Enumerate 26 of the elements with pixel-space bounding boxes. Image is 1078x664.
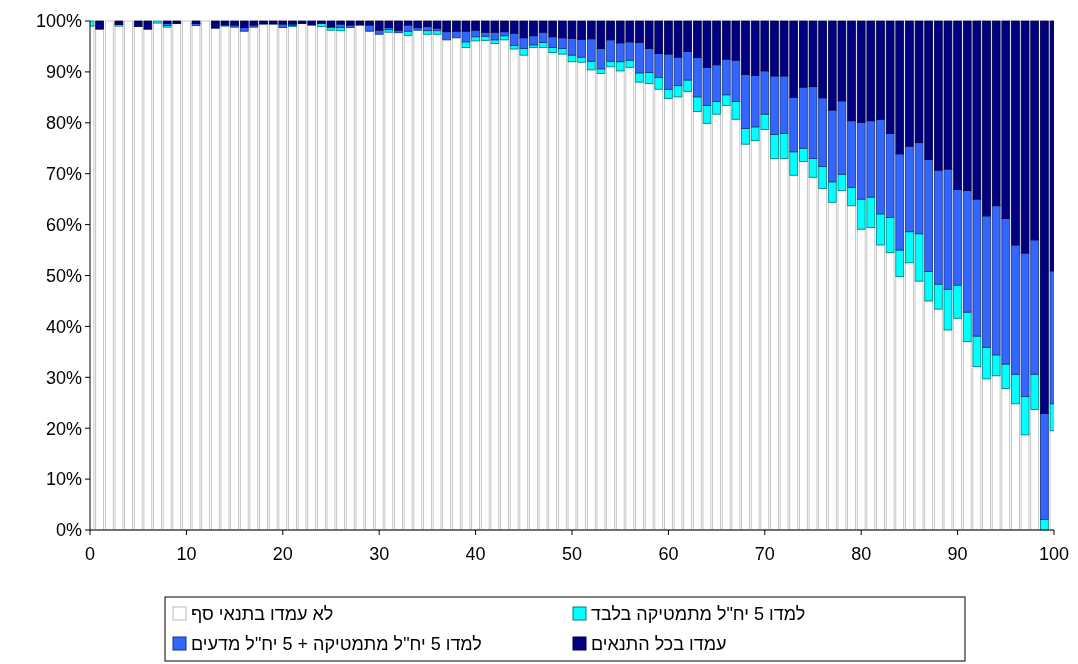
x-tick-label: 10: [176, 544, 197, 564]
x-tick-label: 50: [561, 544, 583, 564]
x-tick-label: 40: [465, 544, 486, 564]
x-tick-label: 20: [272, 544, 293, 564]
x-tick-label: 90: [947, 544, 968, 564]
y-tick-label: 30%: [45, 367, 82, 388]
y-tick-label: 60%: [45, 214, 82, 235]
legend-label: לא עמדו בתנאי סף: [191, 604, 334, 625]
legend-label: למדו 5 יח"ל מתמטיקה בלבד: [591, 604, 806, 625]
y-tick-label: 70%: [45, 164, 82, 184]
x-tick-label: 100: [1038, 544, 1070, 564]
y-tick-label: 10%: [45, 469, 82, 490]
y-tick-label: 0%: [55, 520, 82, 541]
y-tick-label: 80%: [45, 113, 82, 134]
y-tick-label: 50%: [45, 265, 82, 286]
y-tick-label: 40%: [45, 316, 82, 337]
x-tick-label: 0: [84, 544, 96, 564]
legend-label: למדו 5 יח"ל מתמטיקה + 5 יח"ל מדעים: [191, 634, 482, 655]
x-tick-label: 80: [851, 544, 872, 564]
legend-label: עמדו בכל התנאים: [591, 634, 727, 655]
x-tick-label: 70: [754, 544, 775, 564]
y-tick-label: 100%: [35, 11, 82, 32]
y-tick-label: 90%: [45, 62, 82, 83]
x-tick-label: 60: [658, 544, 679, 564]
y-tick-label: 20%: [45, 418, 82, 439]
x-tick-label: 30: [369, 544, 390, 564]
